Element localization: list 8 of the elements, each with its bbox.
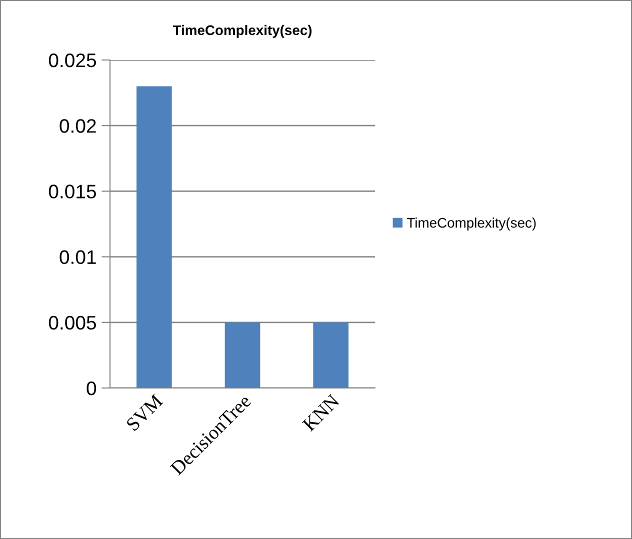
y-tick-label: 0.02 [60,119,96,133]
y-tick-label: 0.01 [60,250,96,264]
y-tick-label: 0.005 [48,316,96,330]
y-tick-label: 0.015 [48,184,96,198]
y-tick-label: 0 [86,381,96,396]
legend-label: TimeComplexity(sec) [407,218,536,230]
chart-title: TimeComplexity(sec) [172,24,312,38]
y-tick-label: 0.025 [48,53,96,68]
